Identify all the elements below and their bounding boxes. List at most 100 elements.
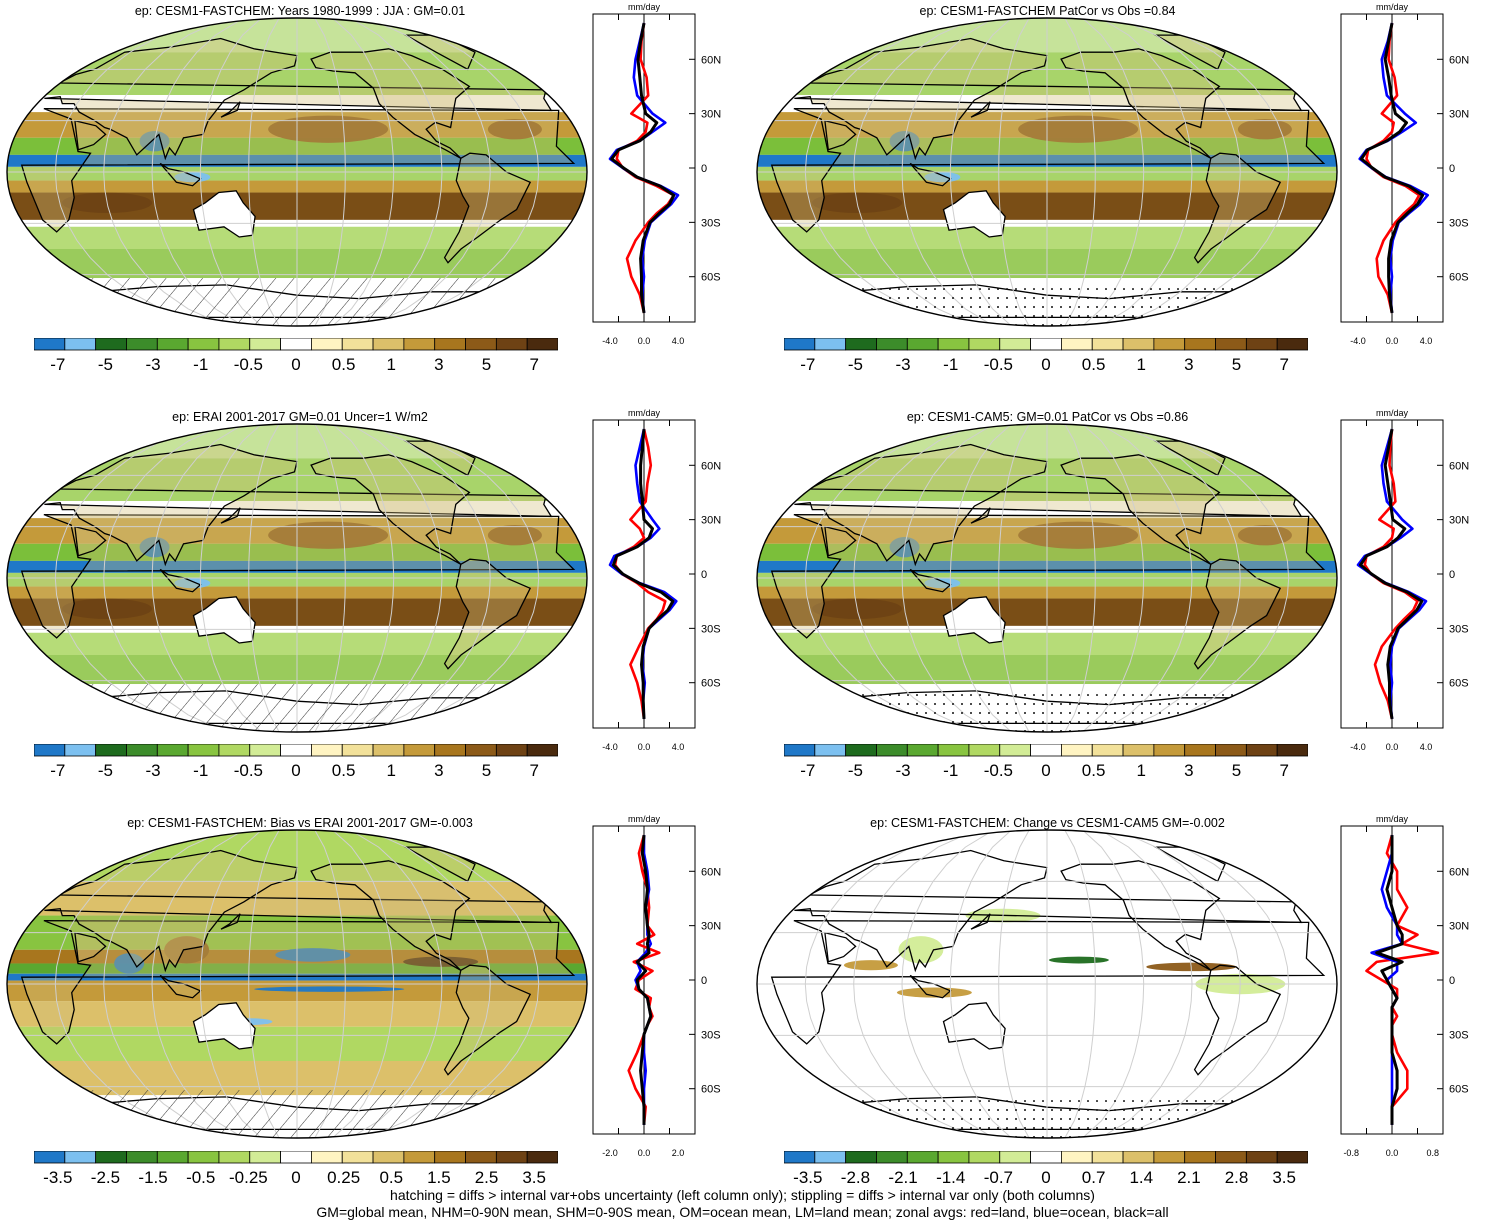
colorbar-swatch bbox=[1184, 744, 1216, 757]
world-map-erai bbox=[6, 423, 588, 733]
colorbar-swatch bbox=[845, 338, 877, 351]
colorbar-label: 0.25 bbox=[327, 1168, 361, 1187]
colorbar-swatch bbox=[845, 744, 877, 757]
profile-xtick-label: 0.0 bbox=[1386, 336, 1399, 346]
colorbar-label: 0.5 bbox=[1081, 355, 1106, 374]
colorbar-label: -5 bbox=[847, 355, 864, 374]
field-feature bbox=[174, 578, 211, 589]
coastline-samerica bbox=[1193, 964, 1282, 1076]
coastline-japan bbox=[970, 507, 991, 524]
colorbar-swatch bbox=[876, 338, 908, 351]
colorbar-swatch bbox=[249, 744, 281, 757]
colorbar-swatch bbox=[1091, 744, 1124, 757]
coastline-japan bbox=[970, 101, 991, 118]
colorbar-swatch bbox=[341, 1151, 374, 1164]
colorbar-label: -0.5 bbox=[983, 761, 1014, 780]
colorbar-swatch bbox=[95, 744, 127, 757]
colorbar-label: 0.7 bbox=[1081, 1168, 1106, 1187]
coastline-greenland bbox=[1153, 34, 1226, 71]
footer-note-definitions: GM=global mean, NHM=0-90N mean, SHM=0-90… bbox=[316, 1204, 1169, 1220]
colorbar-label: 0 bbox=[291, 761, 301, 780]
profile-ytick-label: 60N bbox=[701, 866, 721, 878]
graticule-lon bbox=[901, 18, 994, 326]
profile-xtick-label: 0.0 bbox=[1386, 1148, 1399, 1158]
colorbar-label: -1.4 bbox=[936, 1168, 966, 1187]
colorbar-label: -1 bbox=[193, 761, 209, 780]
colorbar-label: 0 bbox=[291, 355, 301, 374]
colorbar-swatch bbox=[937, 1151, 970, 1164]
graticule-lon bbox=[350, 830, 443, 1138]
colorbar-swatch bbox=[968, 338, 1001, 351]
coastline-australia bbox=[192, 596, 256, 644]
profile-ytick-label: 60S bbox=[701, 678, 721, 690]
colorbar-swatch bbox=[1153, 744, 1186, 757]
colorbar-swatch bbox=[1215, 744, 1247, 757]
map-border bbox=[756, 17, 1338, 327]
colorbar-label: -5 bbox=[97, 761, 114, 780]
graticule-lon bbox=[804, 830, 959, 1138]
coastline-samerica bbox=[443, 558, 532, 670]
coastline-arabia bbox=[74, 931, 107, 963]
colorbar-swatch bbox=[495, 338, 528, 351]
colorbar-swatch bbox=[1122, 744, 1155, 757]
zonal-profile-3: mm/day -4.0 0.0 4.0 60N 30N 0 30S 60S bbox=[592, 408, 721, 752]
colorbar-label: 0 bbox=[1041, 355, 1051, 374]
coastline-japan bbox=[220, 507, 241, 524]
profile-ytick-label: 60N bbox=[1449, 54, 1469, 66]
colorbar-label: 3.5 bbox=[1272, 1168, 1296, 1187]
profile-ytick-label: 60S bbox=[1449, 678, 1469, 690]
profile-ytick-label: 0 bbox=[1449, 163, 1455, 175]
coastline-namerica bbox=[310, 48, 471, 159]
coastline-samerica bbox=[1193, 152, 1282, 264]
colorbar-swatch bbox=[845, 1151, 877, 1164]
profile-series-all bbox=[610, 22, 676, 314]
colorbar-swatch bbox=[64, 338, 97, 351]
colorbar-1: -7 -5 -3 -1 -0.5 0 0.5 1 3 5 7 bbox=[34, 338, 558, 378]
graticule-lon bbox=[1100, 18, 1193, 326]
graticule-lon bbox=[1082, 18, 1145, 326]
coastline-samerica bbox=[443, 152, 532, 264]
stippling-region bbox=[757, 694, 1337, 732]
map-border bbox=[756, 423, 1338, 733]
graticule-lon bbox=[248, 424, 280, 732]
colorbar-swatch bbox=[156, 1151, 189, 1164]
colorbar-swatch bbox=[937, 338, 970, 351]
field-feature bbox=[174, 172, 211, 183]
colorbar-swatch bbox=[1276, 338, 1308, 351]
colorbar-swatch bbox=[465, 1151, 497, 1164]
colorbar-4: -7 -5 -3 -1 -0.5 0 0.5 1 3 5 7 bbox=[784, 744, 1308, 784]
colorbar-swatches bbox=[34, 338, 558, 351]
graticule-lon bbox=[853, 830, 977, 1138]
colorbar-swatch bbox=[1276, 1151, 1308, 1164]
field-feature bbox=[1018, 115, 1139, 143]
hatching-region bbox=[7, 278, 587, 326]
colorbar-swatch bbox=[876, 744, 908, 757]
zonal-profile-4: mm/day -4.0 0.0 4.0 60N 30N 0 30S 60S bbox=[1340, 408, 1469, 752]
colorbar-2: -7 -5 -3 -1 -0.5 0 0.5 1 3 5 7 bbox=[784, 338, 1308, 378]
colorbar-swatch bbox=[434, 338, 466, 351]
colorbar-swatches bbox=[34, 744, 558, 757]
colorbar-label: -3.5 bbox=[43, 1168, 73, 1187]
colorbar-swatch bbox=[1122, 1151, 1155, 1164]
field-feature bbox=[168, 560, 409, 572]
profile-series-land bbox=[1365, 834, 1440, 1125]
graticule-lon bbox=[151, 18, 244, 326]
colorbar-swatch bbox=[64, 744, 97, 757]
panel-title-6: ep: CESM1-FASTCHEM: Change vs CESM1-CAM5… bbox=[870, 816, 1225, 830]
colorbar-label: 0 bbox=[291, 1168, 301, 1187]
colorbar-swatch bbox=[526, 1151, 558, 1164]
colorbar-label: -3 bbox=[145, 355, 161, 374]
colorbar-swatch bbox=[218, 338, 251, 351]
zonal-profile-6: mm/day -0.8 0.0 0.8 60N 30N 0 30S 60S bbox=[1340, 814, 1469, 1158]
colorbar-label: -1 bbox=[943, 761, 959, 780]
colorbar-label: 5 bbox=[481, 761, 492, 780]
panel-title-4: ep: CESM1-CAM5: GM=0.01 PatCor vs Obs =0… bbox=[906, 410, 1189, 424]
colorbar-swatch bbox=[814, 1151, 847, 1164]
profile-unit: mm/day bbox=[628, 408, 661, 418]
colorbar-swatch bbox=[403, 338, 436, 351]
graticule-lon bbox=[804, 424, 959, 732]
graticule-lon bbox=[103, 830, 227, 1138]
colorbar-swatch bbox=[1122, 338, 1155, 351]
colorbar-label: 5 bbox=[1231, 761, 1242, 780]
colorbar-swatch bbox=[434, 744, 466, 757]
